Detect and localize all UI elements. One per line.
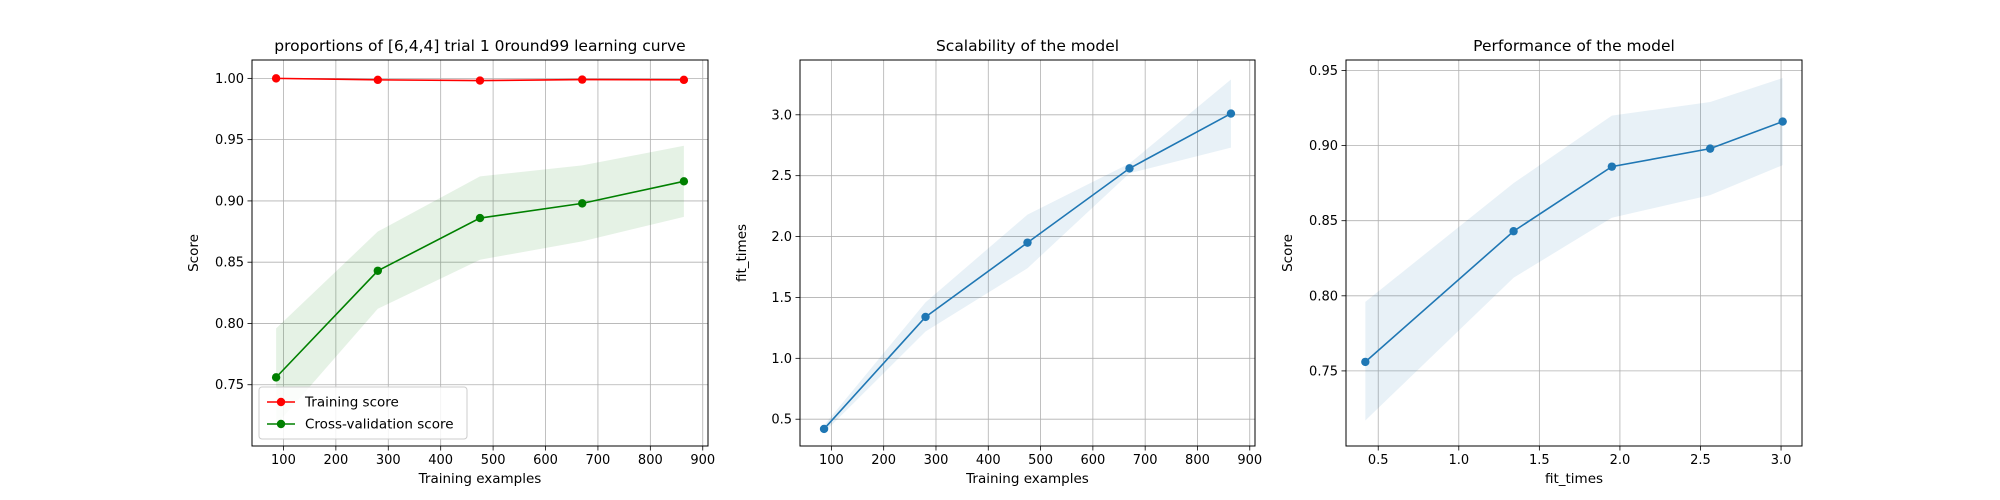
std-band-series-1 bbox=[824, 79, 1231, 433]
x-tick-label: 800 bbox=[1185, 453, 1210, 468]
x-tick-label: 0.5 bbox=[1368, 453, 1389, 468]
data-point bbox=[578, 75, 587, 84]
chart-title: proportions of [6,4,4] trial 1 0round99 … bbox=[274, 37, 685, 55]
y-tick-label: 0.85 bbox=[215, 256, 244, 271]
std-band-series-1 bbox=[1365, 78, 1783, 421]
chart-panel-2: 100 200 300 400 500 600 700 800 900 0.5 1.0 1.5 2.0 2… bbox=[734, 37, 1262, 487]
y-tick-label: 1.5 bbox=[771, 291, 792, 306]
data-point bbox=[1509, 227, 1518, 236]
plot-area bbox=[271, 74, 689, 426]
legend-swatch-marker bbox=[276, 419, 286, 429]
legend-entry: Training score bbox=[304, 395, 399, 411]
axes-frame bbox=[1345, 59, 1803, 447]
x-tick-label: 2.0 bbox=[1610, 453, 1631, 468]
x-tick-label: 800 bbox=[638, 453, 663, 468]
legend: Training score Cross-validation score bbox=[258, 386, 468, 440]
data-point bbox=[271, 74, 281, 83]
y-tick-label: 0.5 bbox=[771, 413, 792, 428]
y-tick-label: 0.90 bbox=[215, 194, 244, 209]
x-tick-label: 300 bbox=[924, 453, 949, 468]
data-point bbox=[271, 373, 281, 382]
x-tick-label: 1.5 bbox=[1529, 453, 1550, 468]
std-band-series-2 bbox=[276, 145, 684, 426]
legend-entry: Cross-validation score bbox=[305, 417, 454, 433]
y-tick-label: 0.80 bbox=[215, 317, 244, 332]
x-tick-label: 900 bbox=[690, 453, 715, 468]
y-tick-label: 1.0 bbox=[771, 352, 792, 367]
chart-title: Scalability of the model bbox=[936, 37, 1119, 55]
y-tick-label: 0.80 bbox=[1309, 289, 1338, 304]
x-tick-label: 700 bbox=[586, 453, 611, 468]
data-point bbox=[921, 312, 930, 322]
x-tick-label: 400 bbox=[976, 453, 1001, 468]
chart-panel-1: 100 200 300 400 500 600 700 800 900 0.75 0.80 0.85 0… bbox=[186, 37, 715, 487]
data-point bbox=[373, 266, 382, 275]
x-tick-label: 600 bbox=[533, 453, 558, 468]
y-axis-label: Score bbox=[1280, 234, 1296, 272]
y-axis-label: Score bbox=[186, 234, 202, 272]
grid bbox=[1346, 60, 1802, 446]
chart-panel-3: 0.5 1.0 1.5 2.0 2.5 3.0 0.75 0.80 0.85 0.90 0.95 Pe… bbox=[1280, 37, 1803, 487]
x-axis-label: fit_times bbox=[1545, 471, 1603, 487]
y-tick-label: 1.00 bbox=[215, 72, 244, 87]
data-point bbox=[1778, 117, 1787, 126]
grid bbox=[800, 60, 1255, 446]
data-point bbox=[679, 75, 689, 85]
x-tick-label: 200 bbox=[871, 453, 896, 468]
y-tick-label: 0.95 bbox=[1309, 64, 1338, 79]
data-point bbox=[1023, 238, 1032, 247]
data-point bbox=[578, 199, 587, 208]
plot-area bbox=[819, 79, 1236, 434]
data-point bbox=[1705, 144, 1715, 153]
x-tick-label: 3.0 bbox=[1771, 453, 1792, 468]
data-point bbox=[475, 76, 485, 85]
x-tick-label: 300 bbox=[376, 453, 401, 468]
y-tick-label: 2.5 bbox=[771, 169, 792, 184]
y-tick-label: 0.75 bbox=[1309, 364, 1338, 379]
data-point bbox=[819, 424, 829, 434]
x-tick-label: 400 bbox=[428, 453, 453, 468]
x-tick-label: 200 bbox=[323, 453, 348, 468]
axes-frame bbox=[251, 59, 709, 447]
legend-swatch-marker bbox=[276, 397, 286, 407]
x-tick-label: 500 bbox=[481, 453, 506, 468]
data-point bbox=[1361, 357, 1370, 367]
y-axis-label: fit_times bbox=[734, 224, 750, 282]
x-tick-label: 100 bbox=[271, 453, 296, 468]
x-tick-label: 600 bbox=[1080, 453, 1105, 468]
y-tick-label: 2.0 bbox=[771, 230, 792, 245]
y-tick-label: 0.95 bbox=[215, 133, 244, 148]
chart-title: Performance of the model bbox=[1473, 37, 1675, 55]
data-point bbox=[1226, 109, 1236, 118]
y-tick-label: 0.85 bbox=[1309, 214, 1338, 229]
legend-box bbox=[258, 386, 468, 440]
x-axis-label: Training examples bbox=[418, 471, 542, 487]
y-tick-label: 0.75 bbox=[215, 378, 244, 393]
x-tick-label: 1.0 bbox=[1448, 453, 1469, 468]
x-tick-label: 500 bbox=[1028, 453, 1053, 468]
y-tick-label: 0.90 bbox=[1309, 139, 1338, 154]
x-tick-label: 900 bbox=[1237, 453, 1262, 468]
x-axis-label: Training examples bbox=[965, 471, 1089, 487]
axes-frame bbox=[799, 59, 1256, 447]
y-tick-label: 3.0 bbox=[771, 108, 792, 123]
data-point bbox=[475, 213, 485, 223]
data-point bbox=[679, 177, 689, 186]
x-tick-label: 2.5 bbox=[1690, 453, 1711, 468]
data-point bbox=[373, 75, 382, 85]
data-point bbox=[1125, 164, 1134, 173]
data-point bbox=[1607, 162, 1617, 171]
plot-area bbox=[1361, 78, 1787, 421]
x-tick-label: 700 bbox=[1133, 453, 1158, 468]
x-tick-label: 100 bbox=[819, 453, 844, 468]
